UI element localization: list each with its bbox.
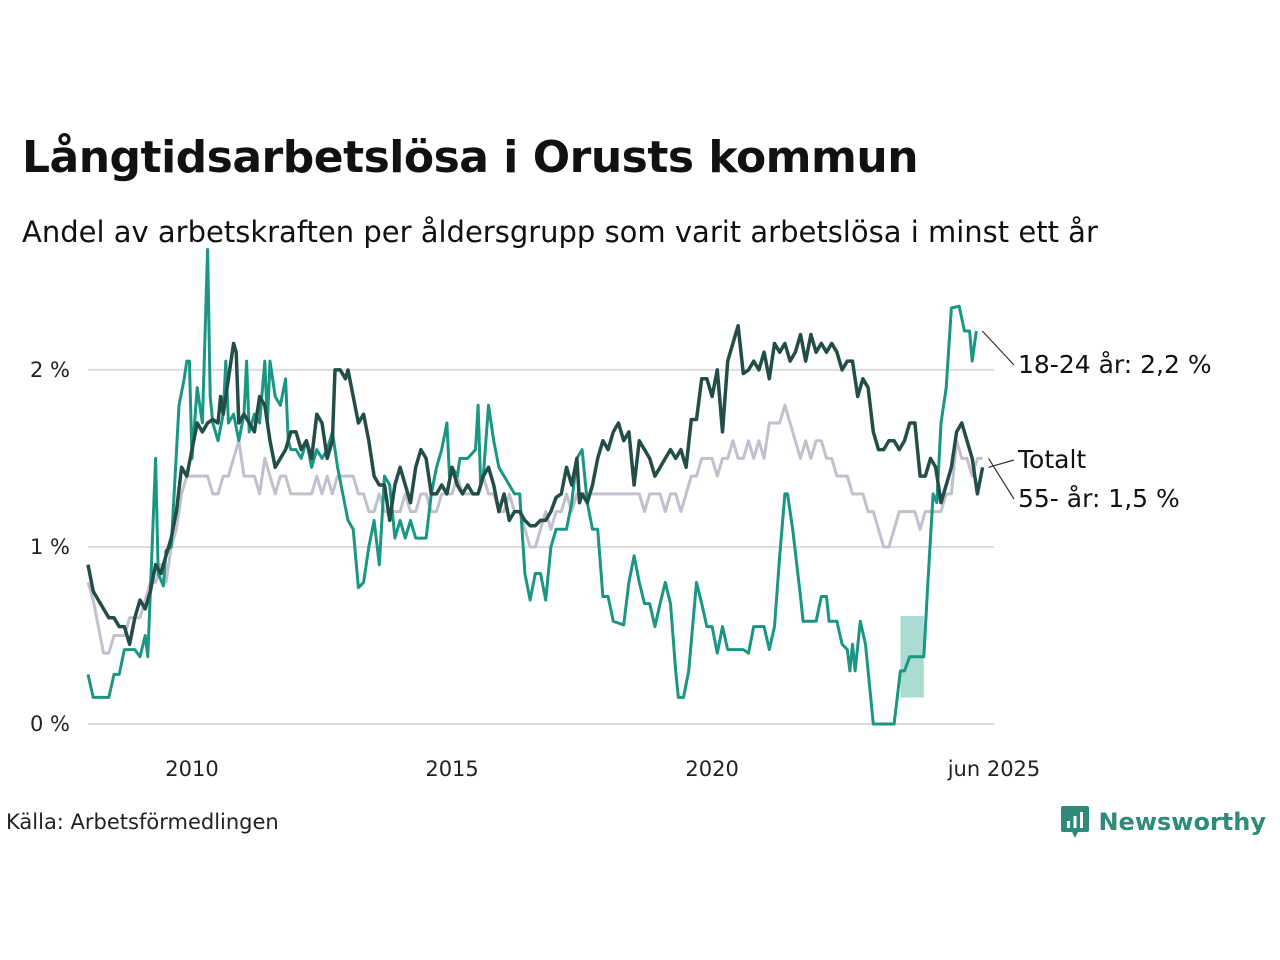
series-line-total	[86, 323, 985, 647]
x-tick-label: 2010	[165, 757, 218, 781]
chart-title: Långtidsarbetslösa i Orusts kommun	[22, 132, 919, 183]
y-tick-label: 2 %	[30, 358, 70, 382]
y-tick-label: 1 %	[30, 535, 70, 559]
brand-name: Newsworthy	[1098, 808, 1266, 836]
end-label-youth: 18-24 år: 2,2 %	[1018, 350, 1212, 379]
label-leader	[981, 330, 1015, 366]
x-tick-label: 2015	[425, 757, 478, 781]
series-line-youth	[86, 248, 978, 726]
brand-logo: Newsworthy	[1060, 804, 1266, 840]
series-line-senior	[86, 403, 983, 655]
x-axis-ticks: 2010 2015 2020 jun 2025	[165, 757, 1040, 781]
x-tick-label: 2020	[685, 757, 738, 781]
source-note: Källa: Arbetsförmedlingen	[6, 810, 279, 834]
x-tick-label: jun 2025	[947, 757, 1041, 781]
newsworthy-logo-icon	[1061, 806, 1090, 838]
y-axis-ticks: 0 % 1 % 2 %	[30, 358, 70, 736]
chart-subtitle: Andel av arbetskraften per åldersgrupp s…	[22, 215, 1098, 249]
label-leader	[988, 458, 1015, 500]
series-lines	[86, 248, 985, 726]
gridlines	[88, 368, 994, 725]
end-label-senior: 55- år: 1,5 %	[1018, 484, 1180, 513]
y-tick-label: 0 %	[30, 712, 70, 736]
end-labels: 18-24 år: 2,2 % Totalt 55- år: 1,5 %	[981, 330, 1212, 513]
end-label-total: Totalt	[1017, 445, 1086, 474]
